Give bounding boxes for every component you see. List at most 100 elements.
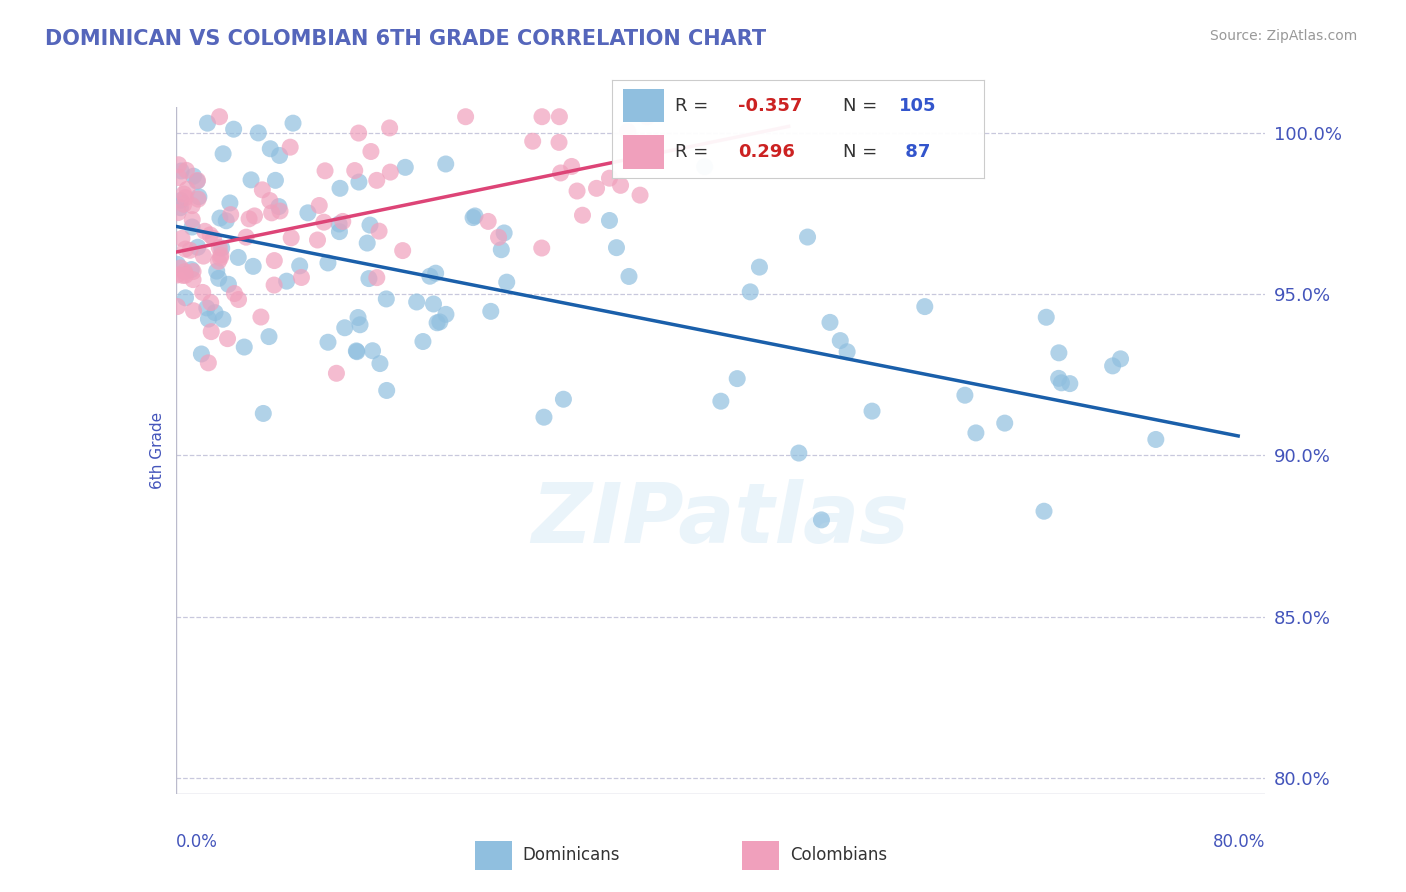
Point xyxy=(1033,504,1056,518)
Point xyxy=(375,384,398,398)
Point xyxy=(837,344,859,359)
Point xyxy=(740,285,762,299)
Point xyxy=(561,160,583,174)
Point xyxy=(548,110,571,124)
Point xyxy=(328,225,350,239)
Point xyxy=(176,163,198,178)
Point xyxy=(222,122,245,136)
Point xyxy=(434,157,457,171)
Point xyxy=(187,192,209,206)
Point xyxy=(380,165,402,179)
Text: 105: 105 xyxy=(898,97,936,115)
Point xyxy=(316,335,339,350)
Point xyxy=(181,212,204,227)
Point xyxy=(312,215,335,229)
Point xyxy=(217,277,239,292)
Point xyxy=(349,318,371,332)
Point xyxy=(170,194,193,208)
Point xyxy=(235,230,257,244)
Point xyxy=(190,347,212,361)
Point xyxy=(219,208,242,222)
Point xyxy=(172,268,194,283)
Point xyxy=(616,125,638,139)
Point xyxy=(598,213,620,227)
Point xyxy=(180,262,202,277)
Point xyxy=(217,332,239,346)
Point xyxy=(810,513,832,527)
Point xyxy=(197,116,219,130)
Point xyxy=(425,266,447,280)
Text: Source: ZipAtlas.com: Source: ZipAtlas.com xyxy=(1209,29,1357,43)
Point xyxy=(212,312,235,326)
Point xyxy=(263,278,285,293)
Point xyxy=(174,191,197,205)
Point xyxy=(205,264,228,278)
Point xyxy=(434,307,457,321)
Point xyxy=(994,416,1017,430)
Point xyxy=(1047,371,1070,385)
Point xyxy=(290,270,312,285)
Point xyxy=(693,160,716,174)
Point xyxy=(347,310,370,325)
Point xyxy=(1050,376,1073,390)
Point xyxy=(252,183,274,197)
Point xyxy=(422,297,444,311)
Bar xyxy=(475,841,512,870)
Text: 87: 87 xyxy=(898,143,929,161)
Point xyxy=(167,158,190,172)
Point xyxy=(361,343,384,358)
Point xyxy=(965,425,987,440)
Point xyxy=(378,120,401,135)
Point xyxy=(359,218,381,232)
Point xyxy=(211,241,233,255)
Y-axis label: 6th Grade: 6th Grade xyxy=(149,412,165,489)
Point xyxy=(368,357,391,371)
Point xyxy=(412,334,434,349)
Point xyxy=(368,224,391,238)
Point xyxy=(609,178,631,193)
Point xyxy=(174,291,197,305)
Point xyxy=(530,241,553,255)
Point xyxy=(308,198,330,212)
Point xyxy=(173,187,195,202)
Point xyxy=(197,356,219,370)
Point xyxy=(166,268,188,282)
Point xyxy=(174,268,197,283)
Point xyxy=(200,295,222,310)
Point xyxy=(260,206,283,220)
Point xyxy=(347,126,370,140)
Point xyxy=(212,146,235,161)
Point xyxy=(243,209,266,223)
Point xyxy=(429,315,451,329)
Text: 0.0%: 0.0% xyxy=(176,832,218,851)
Point xyxy=(1101,359,1123,373)
Point xyxy=(252,407,274,421)
Point xyxy=(247,126,270,140)
Point xyxy=(325,366,347,380)
Bar xyxy=(742,841,779,870)
Point xyxy=(288,259,311,273)
Point xyxy=(454,110,477,124)
Point xyxy=(226,251,249,265)
Point xyxy=(1109,351,1132,366)
Point xyxy=(228,293,250,307)
Point xyxy=(830,334,852,348)
Point xyxy=(479,304,502,318)
Point xyxy=(328,217,350,231)
Point xyxy=(628,188,651,202)
Point xyxy=(183,169,205,184)
Point xyxy=(170,231,193,245)
Point xyxy=(1059,376,1081,391)
Point xyxy=(329,181,352,195)
Point xyxy=(710,394,733,409)
Point xyxy=(522,134,544,148)
Point xyxy=(391,244,413,258)
Point xyxy=(181,219,204,234)
Point xyxy=(209,248,232,262)
Point xyxy=(166,257,188,271)
Point xyxy=(636,110,658,124)
Point xyxy=(530,110,553,124)
Point xyxy=(208,110,231,124)
Bar xyxy=(623,89,664,122)
Point xyxy=(1035,310,1057,325)
